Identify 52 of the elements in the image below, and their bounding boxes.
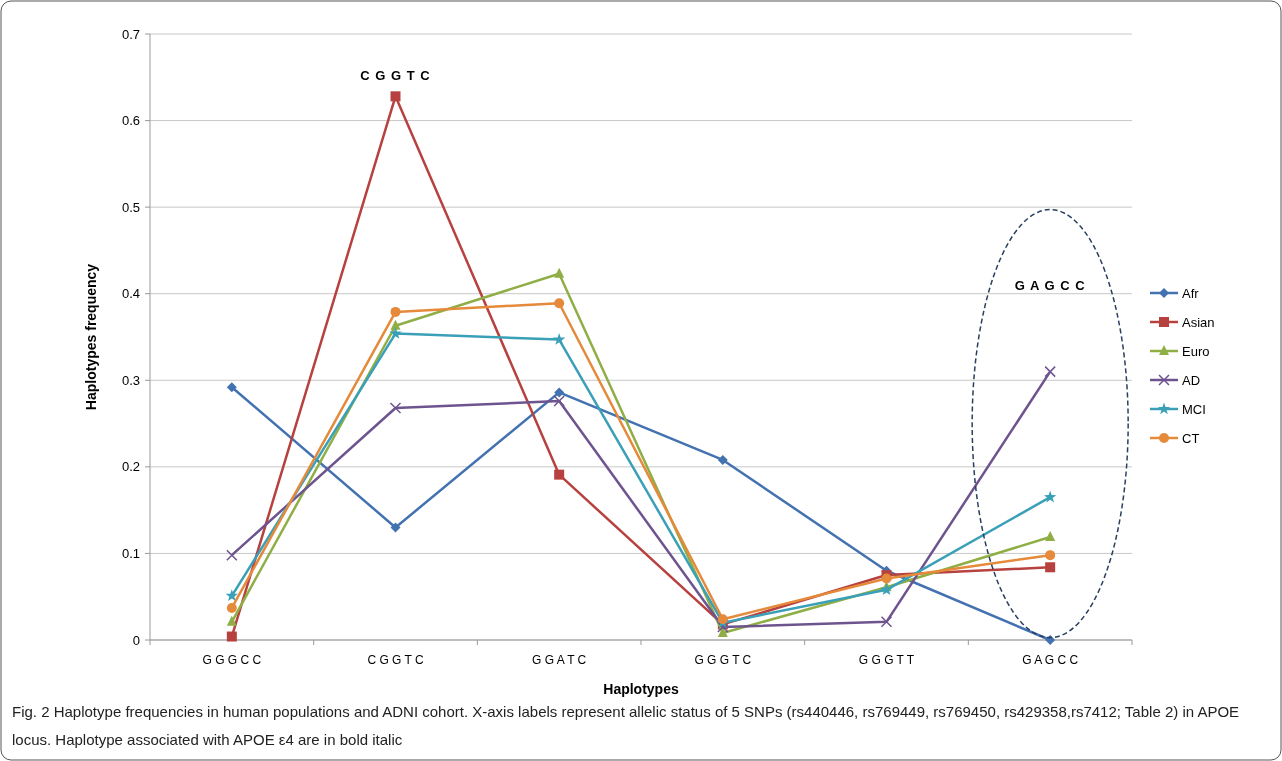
legend-label: AD	[1182, 372, 1201, 388]
point	[554, 298, 565, 309]
point	[1044, 365, 1056, 378]
point	[1045, 562, 1056, 573]
point	[226, 549, 238, 561]
point	[554, 387, 565, 398]
legend-label: Afr	[1182, 285, 1200, 301]
point	[389, 402, 402, 414]
y-axis-title: Haplotypes frequency	[83, 263, 99, 411]
y-tick-label: 0.6	[121, 113, 140, 129]
point	[1045, 550, 1056, 561]
point	[226, 602, 237, 613]
legend-label: CT	[1182, 430, 1200, 446]
legend-label: Asian	[1182, 314, 1215, 330]
y-tick-label: 0.5	[121, 199, 140, 215]
point	[717, 454, 728, 465]
point	[390, 91, 401, 102]
legend-label: Euro	[1182, 343, 1210, 359]
point	[880, 616, 893, 628]
x-tick-label: G G G T T	[858, 653, 915, 667]
x-tick-label: G A G C C	[1022, 653, 1079, 667]
point	[225, 589, 239, 602]
point	[1045, 530, 1056, 541]
point	[226, 631, 237, 642]
point	[552, 333, 566, 345]
point	[390, 306, 401, 317]
point	[389, 327, 402, 339]
point	[390, 522, 401, 533]
caption: Fig. 2 Haplotype frequencies in human populations and ADNI cohort. X-axis labels represent allelic status of 5 SNPs (rs440446, rs769449, rs769450, rs429358,rs7412; Table 2) in APOE locus. Haplotype associated with APOE ε4 are in bold italic	[12, 702, 1241, 750]
y-tick-label: 0	[132, 632, 140, 648]
point	[553, 395, 565, 407]
y-tick-label: 0.7	[121, 26, 140, 42]
x-tick-label: G G G T C	[694, 653, 752, 667]
y-tick-label: 0.3	[121, 372, 140, 388]
annotation: G A G C C	[1014, 278, 1086, 293]
point	[1043, 490, 1057, 503]
x-tick-label: C G G T C	[367, 653, 424, 667]
x-tick-label: G G G C C	[202, 653, 262, 667]
y-tick-label: 0.4	[121, 286, 140, 302]
x-axis-title: Haplotypes	[603, 681, 679, 697]
annotation: C G G T C	[360, 68, 431, 83]
point	[226, 615, 237, 626]
legend-label: MCI	[1182, 401, 1206, 417]
y-tick-label: 0.1	[121, 545, 140, 561]
x-tick-label: G G A T C	[532, 653, 587, 667]
point	[226, 382, 237, 393]
y-tick-label: 0.2	[121, 459, 140, 475]
point	[880, 583, 893, 596]
point	[390, 319, 401, 330]
point	[554, 267, 565, 278]
point	[1045, 635, 1056, 645]
point	[554, 469, 565, 480]
